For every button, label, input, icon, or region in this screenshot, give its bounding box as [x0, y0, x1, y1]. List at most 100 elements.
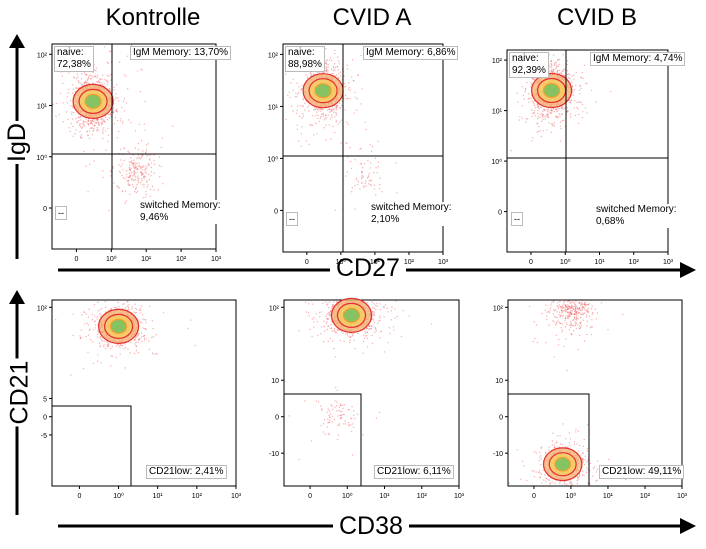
event-dot [363, 185, 365, 187]
event-dot [370, 162, 372, 164]
event-dot [79, 123, 81, 125]
event-dot [339, 410, 341, 413]
event-dot [112, 108, 115, 110]
x-tick-label: 10⁰ [106, 255, 117, 263]
event-dot [340, 415, 342, 417]
event-dot [536, 117, 539, 120]
event-dot [525, 121, 527, 123]
event-dot [326, 59, 329, 61]
event-dot [115, 97, 117, 99]
event-dot [339, 424, 341, 427]
event-dot [136, 177, 139, 179]
event-dot [364, 331, 366, 333]
event-dot [334, 116, 336, 118]
event-dot [86, 322, 88, 324]
event-dot [97, 301, 99, 303]
event-dot [102, 132, 104, 135]
event-dot [122, 177, 124, 179]
event-dot [327, 422, 329, 424]
event-dot [366, 331, 369, 333]
gate-switched-memory-value: 9,46% [140, 212, 169, 223]
event-dot [123, 159, 125, 162]
event-dot [559, 140, 562, 142]
event-dot [575, 84, 577, 87]
event-dot [128, 172, 130, 174]
event-dot [540, 112, 543, 115]
event-dot [568, 482, 571, 484]
row2-y-label: CD21 [5, 358, 35, 427]
event-dot [346, 64, 348, 66]
event-dot [62, 102, 64, 104]
event-dot [321, 109, 323, 111]
event-dot [379, 315, 381, 317]
event-dot [373, 184, 376, 186]
event-dot [123, 74, 126, 76]
event-dot [364, 328, 366, 331]
event-dot [125, 200, 128, 202]
event-dot [79, 131, 81, 133]
event-dot [136, 335, 138, 337]
event-dot [96, 81, 98, 83]
event-dot [325, 114, 327, 117]
event-dot [106, 345, 108, 348]
event-dot [521, 117, 524, 119]
event-dot [84, 323, 86, 325]
event-dot [569, 113, 571, 115]
event-dot [103, 340, 106, 342]
event-dot [103, 344, 105, 346]
event-dot [336, 66, 339, 68]
event-dot [301, 84, 303, 87]
event-dot [148, 340, 150, 342]
event-dot [364, 121, 366, 123]
gate-igm-memory-label: IgM Memory: 4,74% [590, 52, 686, 66]
event-dot [150, 175, 152, 177]
event-dot [72, 334, 74, 337]
event-dot [133, 163, 135, 166]
event-dot [368, 325, 370, 328]
event-dot [107, 346, 110, 348]
event-dot [107, 134, 110, 136]
event-dot [527, 93, 530, 95]
event-dot [360, 54, 362, 57]
event-dot [120, 165, 122, 168]
event-dot [330, 109, 333, 111]
event-dot [85, 336, 87, 338]
event-dot [348, 86, 350, 89]
event-dot [332, 73, 334, 75]
event-dot [550, 109, 552, 112]
event-dot [128, 166, 131, 169]
event-dot [141, 177, 143, 180]
event-dot [301, 126, 303, 128]
event-dot [332, 125, 334, 128]
event-dot [349, 147, 351, 149]
event-dot [345, 85, 347, 88]
event-dot [133, 165, 135, 167]
event-dot [328, 433, 331, 436]
event-dot [129, 176, 131, 178]
event-dot [531, 115, 533, 118]
event-dot [130, 341, 132, 343]
event-dot [302, 97, 304, 99]
event-dot [346, 121, 348, 123]
event-dot [132, 186, 134, 188]
event-dot [357, 183, 359, 186]
event-dot [86, 121, 88, 123]
event-dot [337, 424, 339, 426]
event-dot [322, 423, 325, 425]
event-dot [371, 301, 373, 303]
event-dot [296, 109, 298, 112]
event-dot [350, 191, 353, 193]
event-dot [115, 356, 117, 359]
event-dot [339, 414, 341, 416]
event-dot [96, 333, 98, 336]
event-dot [93, 75, 96, 78]
event-dot [338, 423, 340, 425]
event-dot [302, 113, 304, 115]
event-dot [84, 82, 86, 84]
event-dot [379, 337, 381, 339]
event-dot [88, 329, 91, 332]
event-dot [94, 327, 97, 329]
event-dot [145, 338, 148, 340]
event-dot [342, 332, 344, 334]
event-dot [96, 128, 98, 131]
